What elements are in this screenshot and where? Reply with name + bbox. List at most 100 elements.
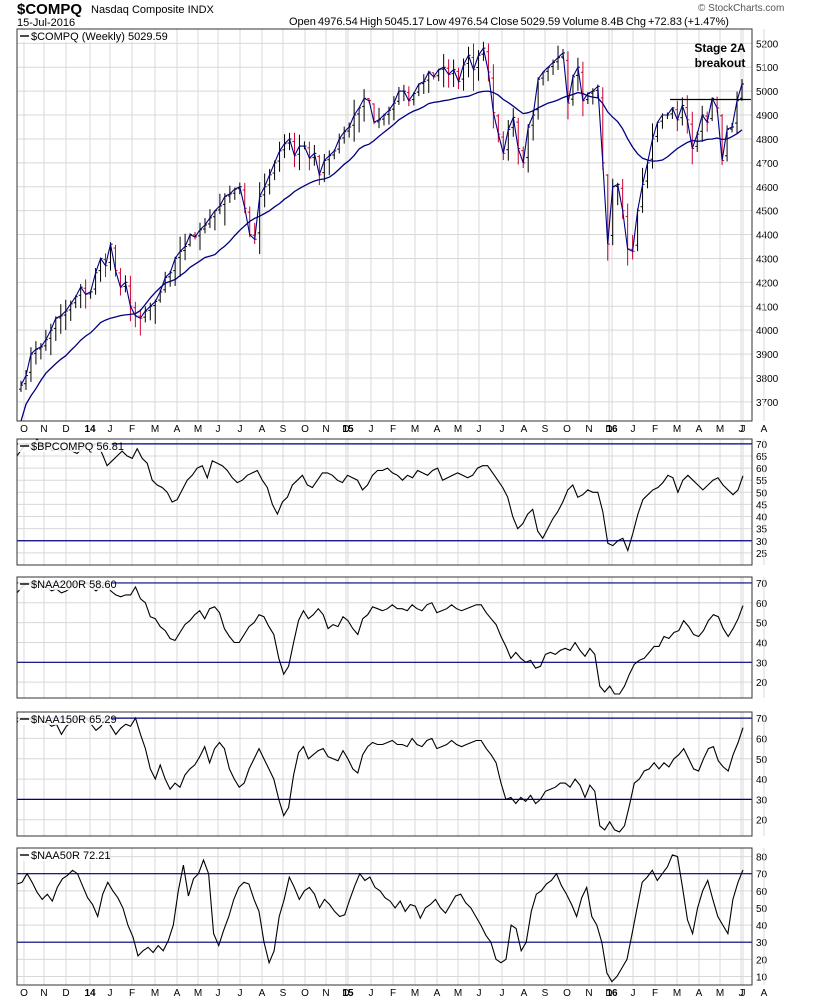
y-tick-label: 4600 (756, 183, 779, 194)
chart-panel-0: 3700 3800 3900 4000 4100 4200 4300 4400 4500 4600… (16, 28, 779, 435)
x-tick-label: A (174, 424, 181, 435)
x-tick-label: S (280, 988, 287, 999)
x-tick-label: J (238, 424, 243, 435)
panel-title: $NAA150R 65.29 (31, 714, 117, 726)
y-tick-label: 4700 (756, 159, 779, 170)
panel-title-group: $NAA200R 58.60 (18, 578, 117, 591)
x-tick-label: J (238, 988, 243, 999)
x-tick-label: O (563, 424, 571, 435)
x-tick-label: A (259, 424, 266, 435)
panel-title-bg (18, 30, 168, 42)
x-tick-label: J (477, 424, 482, 435)
panel-frame (16, 438, 753, 566)
chart-date: 15-Jul-2016 (17, 17, 76, 29)
y-tick-label: 5100 (756, 63, 779, 74)
y-tick-label: 60 (756, 464, 768, 475)
x-tick-label: D (605, 988, 612, 999)
x-tick-label: F (129, 424, 135, 435)
y-tick-label: 4100 (756, 302, 779, 313)
y-tick-label: 45 (756, 500, 768, 511)
x-tick-label: J (631, 988, 636, 999)
x-tick-label: A (696, 988, 703, 999)
x-tick-label: A (434, 988, 441, 999)
chart-panel-2: 20 30 40 50 60 70 $NAA200R 58.60 (16, 576, 768, 699)
x-tick-label: D (342, 988, 349, 999)
panel-title: $NAA200R 58.60 (31, 579, 117, 591)
index-name: Nasdaq Composite INDX (91, 4, 214, 16)
y-tick-label: 3900 (756, 350, 779, 361)
x-tick-label: J (741, 424, 746, 435)
annotation-breakout: breakout (695, 56, 746, 70)
x-tick-label: N (585, 988, 592, 999)
x-tick-label: M (673, 988, 681, 999)
panel-title: $NAA50R 72.21 (31, 850, 111, 862)
x-tick-label: M (454, 988, 462, 999)
x-tick-label: J (216, 988, 221, 999)
x-tick-label: J (739, 424, 744, 435)
x-tick-label: S (542, 988, 549, 999)
y-tick-label: 70 (756, 714, 768, 725)
x-tick-label: 14 (84, 988, 96, 999)
panel-title-group: $BPCOMPQ 56.81 (18, 440, 124, 453)
chart-panel-4: 10 20 30 40 50 60 70 80 $NAA50R 72.21 O N D 14 J F M A M J… (16, 847, 768, 999)
y-tick-label: 4200 (756, 278, 779, 289)
x-tick-label: F (652, 988, 658, 999)
moving-average-line (20, 90, 743, 422)
y-tick-label: 60 (756, 734, 768, 745)
panel-title: $BPCOMPQ 56.81 (31, 441, 124, 453)
x-tick-label: 14 (84, 424, 96, 435)
y-tick-label: 5000 (756, 87, 779, 98)
close-price-line (20, 46, 743, 386)
y-tick-label: 4800 (756, 135, 779, 146)
y-tick-label: 40 (756, 921, 768, 932)
y-tick-label: 80 (756, 853, 768, 864)
x-tick-label: A (174, 988, 181, 999)
x-tick-label: A (259, 988, 266, 999)
x-tick-label: O (20, 424, 28, 435)
panel-frame (16, 847, 753, 986)
x-tick-label: M (151, 988, 159, 999)
x-tick-label: S (542, 424, 549, 435)
panel-frame (16, 28, 753, 422)
x-tick-label: A (434, 424, 441, 435)
x-tick-label: F (390, 424, 396, 435)
x-tick-label: J (739, 988, 744, 999)
x-tick-label: D (342, 424, 349, 435)
y-tick-label: 55 (756, 476, 768, 487)
x-tick-label: M (716, 988, 724, 999)
x-tick-label: N (585, 424, 592, 435)
x-tick-label: O (20, 988, 28, 999)
x-tick-label: 15 (342, 424, 354, 435)
y-tick-label: 20 (756, 678, 768, 689)
x-tick-label: J (369, 424, 374, 435)
panel-frame (16, 576, 753, 699)
x-tick-label: 16 (606, 988, 618, 999)
panel-title-group: $NAA150R 65.29 (18, 713, 117, 726)
x-tick-label: D (62, 424, 69, 435)
x-tick-label: M (194, 424, 202, 435)
indicator-line (16, 582, 744, 695)
y-tick-label: 60 (756, 887, 768, 898)
x-tick-label: J (216, 424, 221, 435)
x-tick-label: M (454, 424, 462, 435)
x-tick-label: M (716, 424, 724, 435)
x-tick-label: J (369, 988, 374, 999)
x-tick-label: M (673, 424, 681, 435)
y-tick-label: 30 (756, 795, 768, 806)
x-tick-label: J (500, 424, 505, 435)
annotation-stage-2a: Stage 2A (694, 41, 746, 55)
y-tick-label: 30 (756, 537, 768, 548)
panel-title-group: $COMPQ (Weekly) 5029.59 (18, 30, 168, 43)
y-tick-label: 60 (756, 599, 768, 610)
stockcharts-credit: © StockCharts.com (698, 3, 785, 14)
panel-title-bg (18, 713, 112, 725)
panel-title: $COMPQ (Weekly) 5029.59 (31, 31, 168, 43)
x-tick-label: J (741, 988, 746, 999)
y-tick-label: 3700 (756, 398, 779, 409)
x-tick-label: J (631, 424, 636, 435)
indicator-line (16, 437, 744, 553)
ohlc-summary: Open 4976.54 High 5045.17 Low 4976.54 Cl… (289, 16, 729, 28)
y-tick-label: 40 (756, 513, 768, 524)
